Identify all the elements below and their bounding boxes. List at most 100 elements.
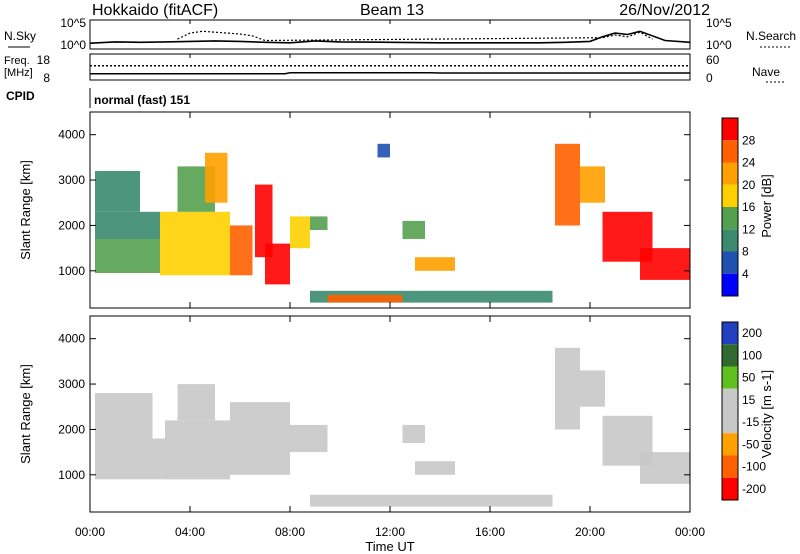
velocity-y-axis: 1000 2000 3000 4000 bbox=[58, 332, 690, 482]
power-y-label: Slant Range [km] bbox=[18, 160, 33, 260]
x-tick-label: 04:00 bbox=[175, 525, 205, 539]
data-region bbox=[402, 424, 425, 443]
y-tick-label: 3000 bbox=[58, 173, 85, 187]
data-region bbox=[415, 257, 455, 271]
data-region bbox=[265, 243, 290, 285]
data-region bbox=[230, 402, 290, 475]
freq-left-label-1: Freq. bbox=[4, 55, 30, 67]
x-axis-label: Time UT bbox=[365, 539, 414, 554]
x-tick-label: 12:00 bbox=[375, 525, 405, 539]
data-region bbox=[310, 290, 553, 303]
data-region bbox=[230, 225, 253, 276]
data-region bbox=[555, 347, 580, 430]
freq-left-label-2: [MHz] bbox=[4, 67, 33, 79]
data-region bbox=[640, 248, 690, 280]
power-colorbar: 4 8 12 16 20 24 28 bbox=[721, 117, 756, 297]
data-region bbox=[377, 143, 390, 158]
colorbar-tick-label: -50 bbox=[742, 437, 760, 451]
colorbar-segment bbox=[722, 322, 738, 345]
colorbar-segment bbox=[722, 184, 738, 207]
station-title: Hokkaido (fitACF) bbox=[92, 2, 218, 19]
noise-right-label: N.Search bbox=[746, 29, 796, 43]
y-tick-label: 2000 bbox=[58, 218, 85, 232]
y-tick-label: 1000 bbox=[58, 264, 85, 278]
colorbar-segment bbox=[722, 229, 738, 252]
colorbar-tick-label: 28 bbox=[742, 133, 756, 147]
cpid-label: CPID bbox=[6, 89, 35, 103]
data-region bbox=[160, 211, 230, 276]
data-region bbox=[95, 239, 160, 273]
y-tick-label: 4000 bbox=[58, 332, 85, 346]
colorbar-segment bbox=[722, 273, 738, 296]
velocity-y-label: Slant Range [km] bbox=[18, 364, 33, 464]
noise-series-1 bbox=[177, 30, 653, 42]
x-tick-label: 16:00 bbox=[475, 525, 505, 539]
date-title: 26/Nov/2012 bbox=[619, 2, 710, 19]
noise-right-tick-bottom: 10^0 bbox=[706, 38, 732, 52]
velocity-colorbar: 200 100 50 15 -15 -50 -100 -200 bbox=[721, 321, 766, 501]
colorbar-tick-label: 200 bbox=[742, 326, 762, 340]
colorbar-segment bbox=[722, 344, 738, 367]
y-tick-label: 4000 bbox=[58, 128, 85, 142]
beam-title: Beam 13 bbox=[360, 2, 424, 19]
colorbar-tick-label: -200 bbox=[742, 482, 766, 496]
y-tick-label: 1000 bbox=[58, 468, 85, 482]
power-cells bbox=[95, 143, 690, 303]
colorbar-segment bbox=[722, 118, 738, 141]
power-y-axis: 1000 2000 3000 4000 bbox=[58, 128, 690, 278]
colorbar-segment bbox=[722, 455, 738, 478]
data-region bbox=[580, 370, 605, 407]
x-tick-label: 00:00 bbox=[75, 525, 105, 539]
data-region bbox=[310, 216, 328, 230]
noise-lines bbox=[89, 30, 691, 44]
noise-right-tick-top: 10^5 bbox=[706, 16, 732, 30]
power-colorbar-label: Power [dB] bbox=[759, 174, 774, 238]
colorbar-tick-label: 50 bbox=[742, 371, 756, 385]
colorbar-tick-label: 100 bbox=[742, 348, 762, 362]
colorbar-segment bbox=[722, 162, 738, 185]
data-region bbox=[640, 452, 690, 484]
freq-right-tick-top: 60 bbox=[706, 53, 720, 67]
noise-series-0 bbox=[89, 30, 691, 44]
y-tick-label: 3000 bbox=[58, 377, 85, 391]
freq-series-0 bbox=[90, 72, 690, 75]
colorbar-tick-label: 15 bbox=[742, 393, 756, 407]
data-region bbox=[402, 220, 425, 239]
cpid-value: normal (fast) 151 bbox=[94, 93, 190, 107]
freq-left-tick-top: 18 bbox=[37, 53, 51, 67]
colorbar-segment bbox=[722, 251, 738, 274]
colorbar-tick-label: 24 bbox=[742, 156, 756, 170]
velocity-colorbar-label: Velocity [m s-1] bbox=[759, 370, 774, 458]
data-region bbox=[255, 184, 273, 258]
data-region bbox=[95, 211, 160, 239]
x-tick-label: 00:00 bbox=[675, 525, 705, 539]
x-tick-label: 08:00 bbox=[275, 525, 305, 539]
colorbar-segment bbox=[722, 477, 738, 500]
colorbar-tick-label: 4 bbox=[742, 267, 749, 281]
data-region bbox=[205, 152, 228, 203]
colorbar-segment bbox=[722, 366, 738, 389]
data-region bbox=[290, 424, 328, 453]
noise-left-label: N.Sky bbox=[4, 29, 36, 43]
y-tick-label: 2000 bbox=[58, 422, 85, 436]
data-region bbox=[95, 393, 153, 439]
freq-right-tick-bottom: 0 bbox=[706, 71, 713, 85]
freq-left-tick-bottom: 8 bbox=[43, 71, 50, 85]
colorbar-tick-label: -100 bbox=[742, 460, 766, 474]
colorbar-tick-label: 16 bbox=[742, 200, 756, 214]
data-region bbox=[177, 384, 215, 421]
noise-left-tick-bottom: 10^0 bbox=[60, 38, 86, 52]
colorbar-tick-label: -15 bbox=[742, 415, 760, 429]
colorbar-segment bbox=[722, 207, 738, 230]
colorbar-segment bbox=[722, 140, 738, 163]
nave-right-label: Nave bbox=[752, 65, 780, 79]
data-region bbox=[95, 438, 165, 480]
colorbar-tick-label: 20 bbox=[742, 178, 756, 192]
colorbar-frame bbox=[721, 321, 739, 501]
data-region bbox=[327, 294, 403, 303]
x-tick-label: 20:00 bbox=[575, 525, 605, 539]
data-region bbox=[290, 216, 310, 249]
data-region bbox=[165, 420, 230, 480]
colorbar-tick-label: 8 bbox=[742, 245, 749, 259]
